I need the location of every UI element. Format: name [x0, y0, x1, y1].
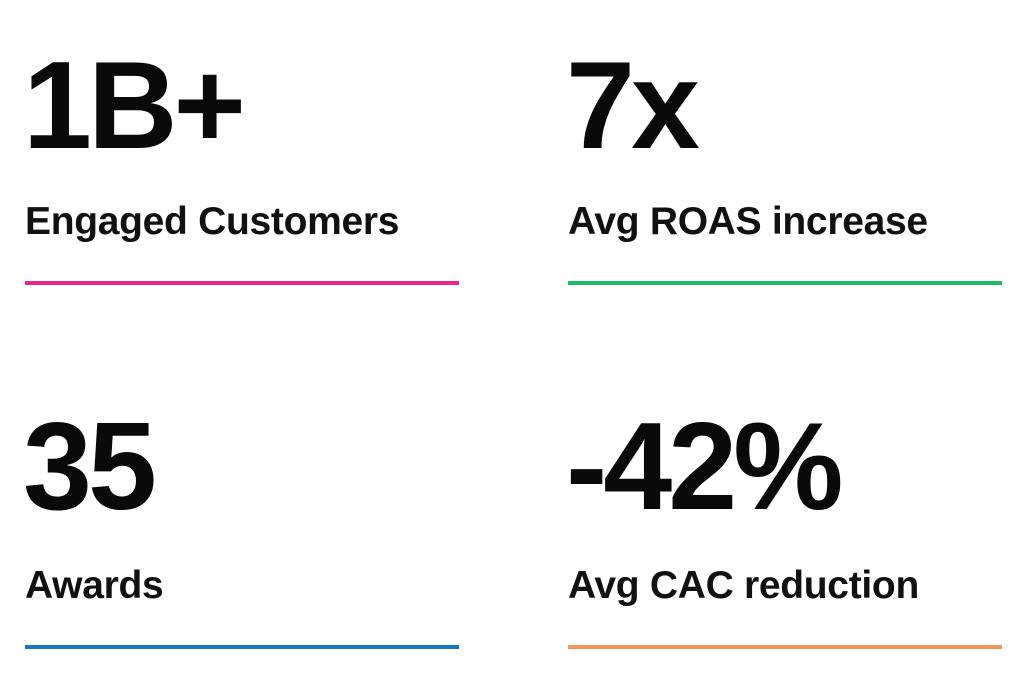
stat-divider	[25, 281, 459, 285]
stat-value: 7x	[566, 37, 700, 175]
stat-value: 1B+	[23, 37, 242, 175]
stat-divider	[568, 645, 1002, 649]
stat-divider	[25, 645, 459, 649]
stat-label: Avg CAC reduction	[568, 564, 919, 607]
stat-divider	[568, 281, 1002, 285]
stat-value: -42%	[566, 398, 840, 536]
stat-value: 35	[23, 398, 154, 536]
stat-label: Awards	[25, 564, 163, 607]
stat-label: Engaged Customers	[25, 200, 399, 243]
stat-label: Avg ROAS increase	[568, 200, 928, 243]
